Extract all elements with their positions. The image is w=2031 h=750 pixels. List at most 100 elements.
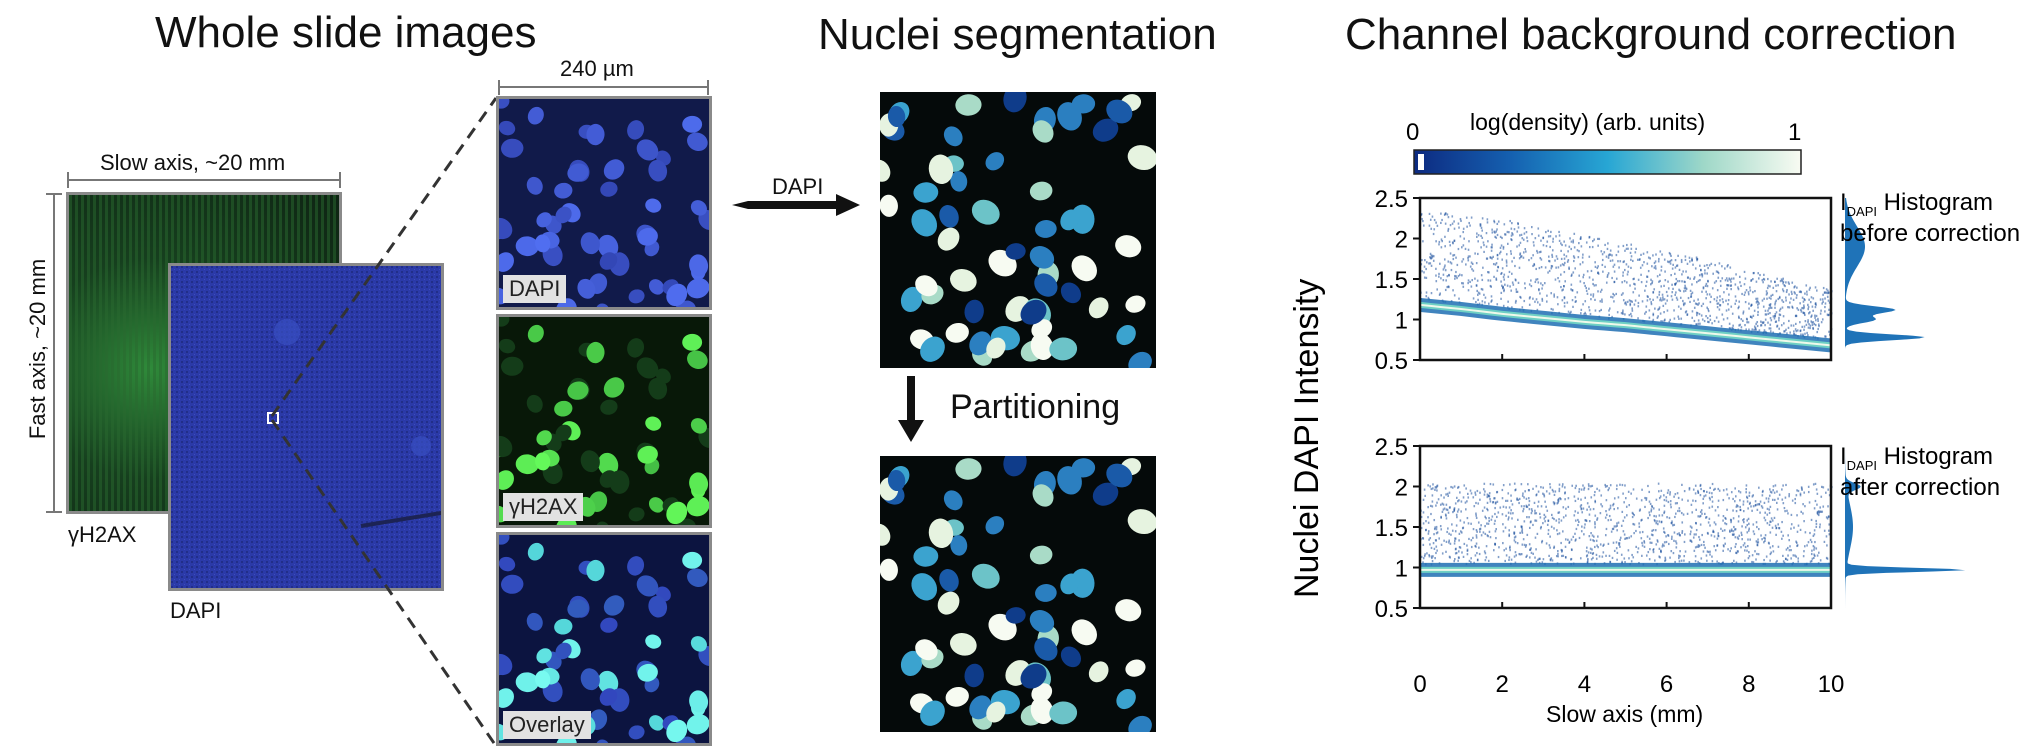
density-point [1725, 488, 1728, 491]
density-point [1511, 281, 1514, 284]
density-point [1803, 311, 1805, 315]
dapi-nucleus [499, 217, 513, 240]
density-point [1809, 286, 1811, 289]
density-point [1766, 286, 1769, 290]
density-point [1747, 321, 1750, 324]
density-point [1521, 237, 1524, 240]
density-point [1761, 538, 1763, 541]
density-point [1553, 545, 1556, 548]
density-point [1694, 546, 1697, 549]
density-point [1534, 280, 1537, 284]
density-point [1739, 323, 1742, 326]
segmented-nucleus [880, 194, 898, 217]
density-point [1640, 280, 1643, 284]
density-point [1453, 558, 1456, 561]
density-point [1505, 506, 1507, 509]
density-point [1683, 559, 1685, 562]
density-point [1652, 254, 1654, 257]
dapi-nucleus [687, 132, 708, 151]
density-point [1744, 291, 1747, 294]
density-point [1463, 542, 1466, 546]
density-point [1502, 530, 1505, 533]
density-point [1597, 290, 1599, 293]
density-point [1589, 551, 1592, 554]
density-point [1553, 295, 1556, 298]
density-point [1654, 559, 1656, 562]
density-point [1420, 515, 1423, 519]
density-point [1660, 265, 1663, 268]
density-point [1641, 518, 1643, 521]
density-point [1756, 324, 1759, 328]
density-point [1582, 273, 1585, 276]
density-point [1819, 298, 1822, 301]
density-point [1795, 322, 1797, 326]
density-point [1820, 321, 1823, 324]
density-point [1505, 261, 1508, 264]
density-point [1606, 484, 1608, 488]
density-point [1682, 270, 1684, 273]
density-point [1710, 262, 1713, 265]
density-point [1748, 555, 1751, 558]
density-point [1616, 311, 1619, 314]
density-point [1828, 308, 1830, 311]
density-point [1540, 266, 1543, 269]
density-point [1757, 277, 1760, 280]
density-point [1636, 258, 1639, 261]
density-point [1567, 497, 1570, 500]
density-point [1661, 293, 1664, 296]
density-point [1487, 522, 1490, 525]
density-point [1611, 556, 1614, 560]
density-point [1824, 305, 1826, 309]
density-point [1676, 492, 1679, 495]
density-point [1633, 277, 1635, 280]
density-point [1757, 272, 1760, 275]
density-point [1690, 503, 1693, 506]
dapi-nucleus [597, 234, 619, 259]
density-point [1773, 516, 1776, 520]
density-point [1568, 245, 1571, 248]
overlay-nucleus [628, 725, 645, 740]
segmented-nucleus [913, 182, 939, 203]
density-point [1713, 298, 1716, 301]
density-point [1708, 320, 1710, 324]
density-point [1803, 520, 1805, 523]
density-point [1768, 327, 1771, 330]
density-point [1743, 283, 1746, 286]
density-point [1558, 532, 1561, 535]
density-point [1730, 305, 1733, 308]
segmented-nucleus [1106, 99, 1133, 124]
density-point [1778, 316, 1780, 319]
density-point [1824, 310, 1826, 313]
density-point [1529, 296, 1531, 299]
segmented-nucleus [1003, 92, 1027, 113]
density-point [1550, 264, 1553, 268]
density-point [1489, 536, 1492, 539]
density-point [1591, 245, 1594, 249]
density-point [1445, 508, 1448, 511]
density-point [1639, 266, 1642, 269]
density-point [1692, 488, 1695, 491]
density-point [1708, 506, 1711, 509]
density-point [1729, 549, 1731, 553]
density-point [1799, 329, 1802, 333]
density-point [1631, 309, 1634, 312]
density-point [1430, 512, 1432, 516]
density-point [1558, 234, 1561, 237]
density-point [1514, 551, 1517, 554]
density-point [1774, 301, 1777, 304]
density-point [1813, 529, 1816, 532]
overlay-nucleus [698, 645, 709, 666]
density-point [1527, 483, 1529, 486]
density-point [1778, 313, 1781, 316]
density-point [1724, 516, 1726, 520]
density-point [1457, 274, 1460, 278]
density-point [1682, 299, 1684, 303]
density-point [1485, 545, 1488, 548]
density-point [1722, 498, 1725, 502]
density-point [1726, 493, 1729, 496]
density-point [1751, 554, 1754, 557]
density-point [1558, 521, 1560, 524]
density-point [1508, 270, 1511, 274]
density-point [1673, 539, 1675, 542]
density-point [1540, 505, 1543, 508]
